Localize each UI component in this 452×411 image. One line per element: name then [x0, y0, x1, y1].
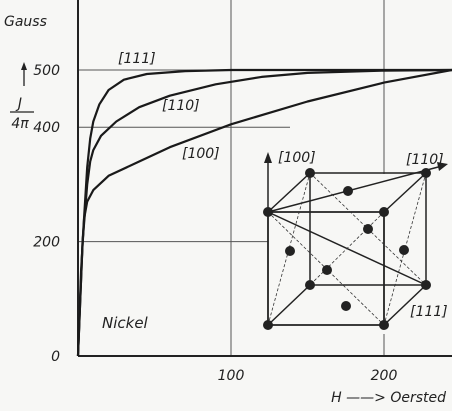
x-axis-label: H ——> Oersted — [331, 390, 446, 406]
axis-110 — [267, 165, 443, 213]
series-line-111 — [76, 68, 452, 357]
x-tick-labels: 100 200 — [218, 368, 398, 384]
atoms — [263, 168, 431, 330]
x-tick-label: 200 — [371, 368, 398, 384]
inset-label-110: [110] — [406, 152, 444, 168]
inset-label-100: [100] — [278, 150, 316, 166]
inset-label-111: [111] — [410, 304, 448, 320]
cube-edges — [267, 172, 427, 326]
direction-axes — [264, 152, 448, 286]
series-label-111: [111] — [118, 51, 156, 67]
series-label-110: [110] — [162, 98, 200, 114]
y-tick-label: 500 — [33, 63, 60, 79]
y-tick-label: 200 — [33, 235, 60, 251]
x-tick-label: 100 — [218, 368, 245, 384]
material-label: Nickel — [102, 314, 149, 332]
y-tick-label: 400 — [33, 120, 60, 136]
series-line-110 — [76, 68, 452, 357]
series-line-100 — [76, 68, 452, 357]
y-symbol-numerator: J — [15, 96, 22, 112]
y-unit-label: Gauss — [4, 14, 47, 30]
y-tick-label: 0 — [51, 349, 60, 365]
y-tick-labels: 0 200 400 500 — [33, 63, 60, 365]
y-symbol-denominator: 4π — [11, 116, 29, 132]
y-arrow — [21, 62, 27, 86]
series-group — [76, 68, 452, 357]
fcc-cube-diagram: [100] [110] [111] — [263, 150, 448, 334]
series-label-100: [100] — [182, 146, 220, 162]
